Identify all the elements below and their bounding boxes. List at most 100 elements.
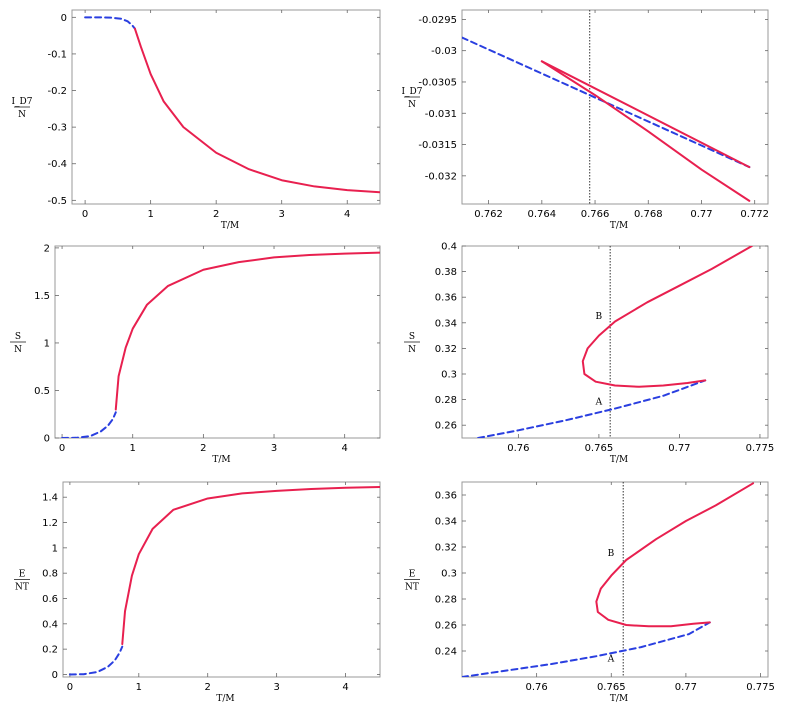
y-tick-label: 0.36 <box>435 491 457 502</box>
y-tick-label: -0.1 <box>47 49 67 60</box>
x-axis-label: T/M <box>212 455 230 465</box>
y-label-numerator: S <box>15 332 21 342</box>
y-tick-label: -0.031 <box>425 109 457 120</box>
x-tick-label: 0.768 <box>634 209 663 220</box>
y-tick-label: -0.03 <box>431 46 457 57</box>
x-tick-label: 0.77 <box>675 682 697 693</box>
y-tick-label: 0.4 <box>441 242 457 253</box>
plot-area <box>462 10 751 204</box>
x-tick-label: 0.775 <box>746 443 775 454</box>
x-axis-label: T/M <box>610 455 628 465</box>
x-tick-label: 1 <box>147 209 153 220</box>
series-line-solid <box>114 251 380 411</box>
point-annotation: A <box>595 398 603 408</box>
x-tick-label: 0.764 <box>528 209 557 220</box>
y-tick-label: -0.5 <box>47 196 67 207</box>
plot-frame <box>62 481 381 678</box>
chart-panel-4: 0.76 0.765 0.77 0.775 0.26 0.28 0.3 0.32 0.34 0.3… <box>404 242 775 465</box>
point-annotation: B <box>595 312 602 322</box>
plot-area <box>84 16 380 194</box>
y-tick-label: -0.3 <box>47 123 67 134</box>
x-tick-label: 4 <box>344 209 350 220</box>
y-tick-label: -0.032 <box>425 171 457 182</box>
y-tick-label: 1 <box>52 543 58 554</box>
series-line-solid <box>540 60 751 169</box>
y-tick-label: 0.28 <box>435 595 457 606</box>
y-tick-label: 0.4 <box>42 619 58 630</box>
chart-panel-3: 0 1 2 3 4 0 0.5 1 1.5 2 T/M SN <box>10 243 381 465</box>
x-tick-label: 0.766 <box>581 209 610 220</box>
plot-frame <box>54 245 381 439</box>
y-label-denominator: N <box>408 345 416 355</box>
y-label-denominator: N <box>408 100 416 110</box>
y-tick-label: 0.6 <box>42 594 58 605</box>
x-tick-label: 0.77 <box>668 443 690 454</box>
y-tick-label: -0.0305 <box>418 77 457 88</box>
x-tick-label: 2 <box>205 682 211 693</box>
y-tick-label: 0.24 <box>435 647 457 658</box>
point-annotation: B <box>608 549 615 559</box>
x-tick-label: 0 <box>82 209 88 220</box>
x-axis-label: T/M <box>610 694 628 704</box>
y-label-numerator: E <box>409 570 416 580</box>
y-label-denominator: NT <box>405 583 419 593</box>
y-tick-label: -0.0295 <box>418 15 457 26</box>
y-tick-label: 2 <box>44 243 50 254</box>
x-axis-label: T/M <box>216 694 234 704</box>
y-axis-label: E NT <box>14 570 30 593</box>
x-tick-label: 3 <box>273 682 279 693</box>
y-tick-label: 0.26 <box>435 621 457 632</box>
y-tick-label: 1.4 <box>42 493 58 504</box>
x-tick-label: 0.772 <box>740 209 769 220</box>
y-tick-label: -0.0315 <box>418 140 457 151</box>
y-tick-label: 0 <box>52 670 58 681</box>
x-tick-label: 0.775 <box>746 682 775 693</box>
plot-area <box>477 246 753 438</box>
x-tick-label: 0 <box>59 443 65 454</box>
y-tick-label: 0.2 <box>42 645 58 656</box>
series-line-dashed <box>61 411 117 438</box>
series-line-solid <box>595 482 755 628</box>
plot-frame <box>461 245 769 439</box>
x-axis-label: T/M <box>221 221 239 231</box>
y-tick-label: 0.3 <box>441 569 457 580</box>
series-line-dashed <box>462 621 711 677</box>
y-axis-label: I_D7 N <box>402 87 423 110</box>
chart-panel-2: 0.762 0.764 0.766 0.768 0.77 0.772 -0.0295 -0.0… <box>402 9 769 231</box>
plot-area <box>462 482 755 677</box>
y-tick-label: 0.38 <box>435 267 457 278</box>
series-line-dashed <box>68 645 124 676</box>
series-line-dashed <box>462 36 751 169</box>
plot-area <box>68 486 380 676</box>
x-tick-label: 0.765 <box>597 682 626 693</box>
y-tick-label: 1.2 <box>42 518 58 529</box>
y-axis-label: I_D7 N <box>12 97 33 120</box>
y-tick-label: 0.32 <box>435 543 457 554</box>
y-tick-label: 1.5 <box>34 291 50 302</box>
y-tick-label: 0.28 <box>435 395 457 406</box>
y-label-numerator: I_D7 <box>12 97 33 107</box>
x-tick-label: 2 <box>213 209 219 220</box>
x-tick-label: 2 <box>200 443 206 454</box>
chart-panel-1: 0 1 2 3 4 0 -0.1 -0.2 -0.3 -0.4 -0.5 T/M I_D7 N <box>12 9 381 231</box>
x-tick-label: 0.762 <box>474 209 503 220</box>
series-line-solid <box>540 60 751 202</box>
y-tick-label: -0.2 <box>47 86 67 97</box>
y-label-numerator: I_D7 <box>402 87 423 97</box>
chart-panel-6: 0.76 0.765 0.77 0.775 0.24 0.26 0.28 0.3 0.32 0.3… <box>404 481 775 704</box>
y-tick-label: 0.36 <box>435 293 457 304</box>
y-tick-label: -0.4 <box>47 159 67 170</box>
y-axis-label: SN <box>404 332 420 355</box>
x-tick-label: 4 <box>342 682 348 693</box>
y-tick-label: 0.34 <box>435 318 457 329</box>
x-tick-label: 1 <box>130 443 136 454</box>
chart-panel-5: 0 1 2 3 4 0 0.2 0.4 0.6 0.8 1 1.2 1.4 T/M E NT <box>14 481 381 704</box>
x-tick-label: 0.76 <box>526 682 548 693</box>
x-axis-label: T/M <box>610 221 628 231</box>
series-line-solid <box>581 246 753 388</box>
y-label-denominator: NT <box>15 583 29 593</box>
y-tick-label: 1 <box>44 338 50 349</box>
y-tick-label: 0.32 <box>435 344 457 355</box>
y-label-numerator: E <box>19 570 26 580</box>
